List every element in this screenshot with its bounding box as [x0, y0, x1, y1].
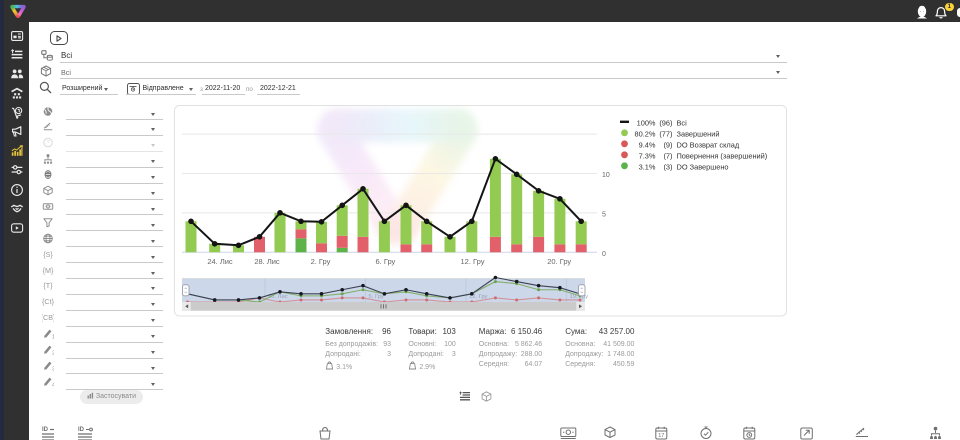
svg-text:ID: ID	[78, 427, 85, 433]
svg-text:(7): (7)	[663, 151, 672, 160]
svg-text:7.3%: 7.3%	[639, 151, 656, 160]
svg-text:3: 3	[52, 366, 54, 371]
svg-text:DO Возврат склад: DO Возврат склад	[677, 140, 740, 149]
svg-text:20. Гру: 20. Гру	[547, 257, 571, 266]
svg-text:0: 0	[602, 251, 606, 258]
svg-text:12. Гру: 12. Гру	[469, 294, 488, 300]
svg-text:{Ct}: {Ct}	[42, 297, 54, 306]
svg-text:{S}: {S}	[43, 250, 53, 259]
svg-text:Всі: Всі	[677, 118, 688, 127]
svg-text:(77): (77)	[659, 129, 672, 138]
svg-text:3.1%: 3.1%	[639, 162, 656, 171]
svg-text:(96): (96)	[659, 118, 672, 127]
svg-text:9.4%: 9.4%	[639, 140, 656, 149]
svg-text:Завершений: Завершений	[677, 129, 720, 138]
svg-text:28. Лис: 28. Лис	[268, 294, 288, 300]
svg-text:12. Гру: 12. Гру	[461, 257, 485, 266]
svg-text:(9): (9)	[663, 140, 672, 149]
svg-text:6. Гру: 6. Гру	[375, 257, 395, 266]
svg-text:{CB}: {CB}	[42, 313, 54, 322]
svg-text:17: 17	[658, 433, 664, 439]
svg-text:10: 10	[602, 172, 610, 179]
svg-text:2. Гру: 2. Гру	[311, 257, 331, 266]
svg-text:ID: ID	[42, 427, 49, 433]
svg-text:5: 5	[602, 211, 606, 218]
svg-text:100%: 100%	[637, 118, 656, 127]
svg-text:?: ?	[46, 141, 50, 147]
svg-text:5. Гру: 5. Гру	[369, 294, 384, 300]
svg-text:{M}: {M}	[43, 266, 54, 275]
svg-text:DO Завершено: DO Завершено	[677, 162, 729, 171]
svg-text:2: 2	[52, 351, 54, 356]
svg-text:1: 1	[52, 335, 54, 340]
svg-text:4: 4	[52, 382, 54, 387]
svg-text:80.2%: 80.2%	[635, 129, 656, 138]
svg-text:Повернення (завершений): Повернення (завершений)	[677, 151, 768, 160]
svg-text:24. Лис: 24. Лис	[207, 257, 233, 266]
svg-text:{T}: {T}	[43, 281, 53, 290]
svg-text:(3): (3)	[663, 162, 672, 171]
svg-text:19. Гру: 19. Гру	[570, 294, 589, 300]
svg-text:28. Лис: 28. Лис	[254, 257, 280, 266]
